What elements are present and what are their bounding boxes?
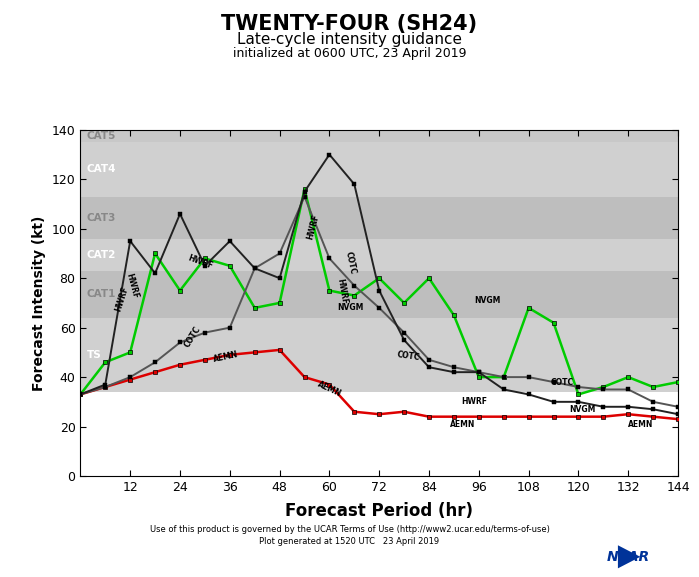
Text: TWENTY-FOUR (SH24): TWENTY-FOUR (SH24) — [222, 14, 477, 35]
Text: HWRF: HWRF — [114, 285, 130, 312]
Y-axis label: Forecast Intensity (kt): Forecast Intensity (kt) — [32, 215, 46, 391]
Text: HWRF: HWRF — [461, 398, 488, 406]
Text: Use of this product is governed by the UCAR Terms of Use (http://www2.ucar.edu/t: Use of this product is governed by the U… — [150, 524, 549, 534]
Text: CAT1: CAT1 — [87, 289, 116, 299]
Text: NCAR: NCAR — [607, 550, 650, 564]
Text: COTC: COTC — [182, 325, 203, 350]
Text: HWRF: HWRF — [335, 278, 349, 305]
Polygon shape — [618, 545, 640, 568]
Text: COTC: COTC — [343, 251, 357, 275]
Bar — [80, 130, 678, 142]
Text: HWRF: HWRF — [124, 272, 140, 300]
Text: HWRF: HWRF — [305, 213, 321, 241]
Text: AEMN: AEMN — [628, 419, 654, 429]
Text: NVGM: NVGM — [570, 404, 596, 414]
Text: Late-cycle intensity guidance: Late-cycle intensity guidance — [237, 32, 462, 47]
Bar — [80, 271, 678, 318]
Text: Plot generated at 1520 UTC   23 April 2019: Plot generated at 1520 UTC 23 April 2019 — [259, 537, 440, 546]
Text: AEMN: AEMN — [316, 380, 343, 399]
Bar — [80, 197, 678, 239]
X-axis label: Forecast Period (hr): Forecast Period (hr) — [285, 502, 473, 520]
Text: CAT5: CAT5 — [87, 131, 116, 141]
Text: AEMN: AEMN — [212, 350, 239, 364]
Bar — [80, 142, 678, 197]
Text: CAT2: CAT2 — [87, 250, 116, 260]
Text: HWRF: HWRF — [187, 253, 215, 270]
Text: NVGM: NVGM — [474, 296, 500, 305]
Text: COTC: COTC — [550, 377, 573, 387]
Bar — [80, 318, 678, 392]
Text: CAT3: CAT3 — [87, 212, 116, 223]
Text: TS: TS — [87, 350, 101, 360]
Text: CAT4: CAT4 — [87, 164, 116, 174]
Text: COTC: COTC — [396, 350, 420, 362]
Bar — [80, 239, 678, 271]
Text: NVGM: NVGM — [337, 304, 363, 312]
Text: AEMN: AEMN — [449, 419, 475, 429]
Text: initialized at 0600 UTC, 23 April 2019: initialized at 0600 UTC, 23 April 2019 — [233, 47, 466, 61]
